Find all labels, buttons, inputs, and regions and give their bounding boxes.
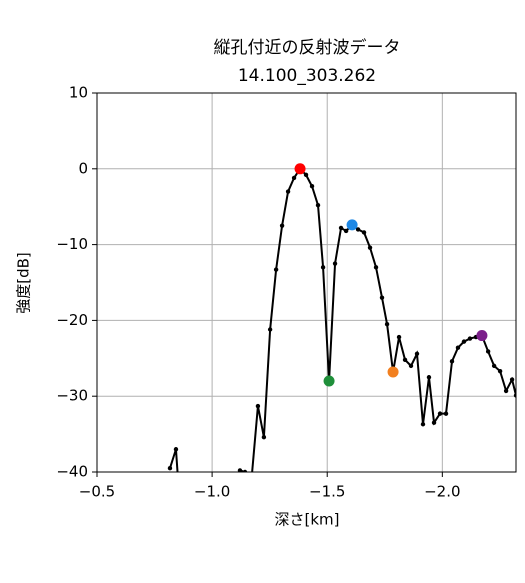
y-axis-label: 強度[dB]	[15, 252, 33, 314]
y-tick-label: −30	[56, 387, 88, 405]
data-point	[443, 411, 449, 416]
data-point	[273, 267, 279, 272]
data-point	[343, 228, 349, 234]
grid	[96, 92, 516, 473]
x-tick-label: −1.5	[309, 483, 345, 501]
data-point	[373, 265, 379, 270]
highlight-point	[294, 163, 306, 175]
x-axis-label: 深さ[km]	[274, 511, 339, 529]
data-point	[384, 321, 390, 327]
plot-area	[167, 163, 516, 481]
highlight-point	[346, 219, 358, 231]
data-point	[361, 230, 367, 235]
data-point	[367, 245, 373, 250]
data-point	[431, 420, 437, 425]
data-point	[309, 184, 315, 189]
data-point	[320, 265, 326, 270]
x-tick-label: −1.0	[194, 483, 230, 501]
highlight-point	[476, 330, 488, 342]
y-tick-label: −10	[56, 235, 88, 253]
data-point	[396, 334, 402, 340]
data-point	[176, 477, 180, 481]
data-point	[509, 377, 515, 382]
data-point	[414, 351, 420, 356]
data-point	[173, 447, 179, 452]
data-point	[426, 375, 432, 380]
data-point	[420, 422, 426, 427]
data-point	[285, 189, 291, 194]
data-point	[255, 403, 261, 409]
data-point	[237, 468, 243, 472]
highlight-point	[387, 366, 399, 378]
data-point	[455, 345, 461, 350]
data-point	[338, 225, 344, 231]
chart-subtitle: 14.100_303.262	[238, 66, 376, 86]
y-tick-label: 0	[78, 159, 88, 177]
data-point	[242, 469, 248, 472]
data-point	[437, 411, 443, 416]
data-point	[303, 172, 309, 178]
y-tick-label: −20	[56, 311, 88, 329]
x-tick-label: −0.5	[79, 483, 115, 501]
y-tick-label: 10	[69, 84, 88, 102]
highlight-point	[323, 375, 335, 387]
axes-frame	[96, 92, 517, 473]
data-line	[169, 167, 516, 472]
data-point	[408, 363, 414, 369]
data-point	[402, 357, 408, 363]
y-tick-label: −40	[56, 463, 88, 481]
data-point	[467, 336, 473, 341]
data-point	[485, 349, 491, 354]
chart-title: 縦孔付近の反射波データ	[214, 37, 401, 58]
data-point	[167, 466, 173, 471]
data-point	[355, 227, 361, 232]
data-point	[497, 368, 503, 374]
data-point	[279, 223, 285, 228]
x-tick-label: −2.0	[424, 483, 460, 501]
data-point	[513, 393, 516, 398]
data-point	[461, 339, 467, 344]
data-point	[267, 327, 273, 332]
data-point	[332, 261, 338, 266]
data-point	[250, 472, 254, 476]
data-point	[315, 202, 321, 208]
data-point	[491, 363, 497, 369]
data-point	[261, 434, 267, 440]
data-point	[291, 175, 297, 181]
data-point	[503, 388, 509, 394]
data-point	[449, 359, 455, 364]
data-point	[379, 295, 385, 300]
